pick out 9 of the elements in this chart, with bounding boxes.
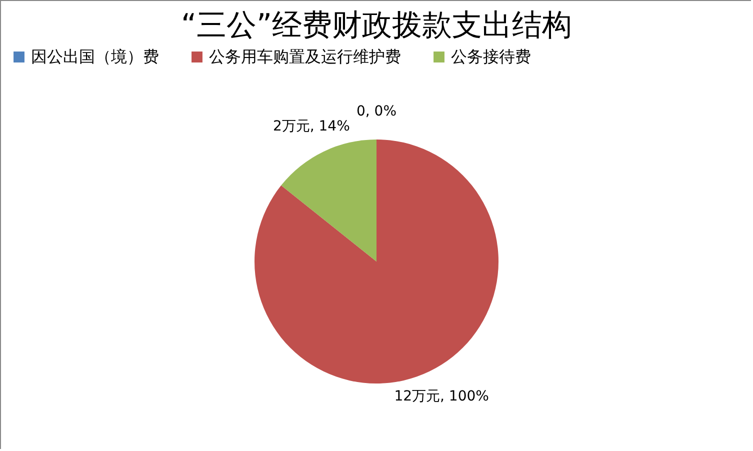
text: 0, 0% [356, 104, 397, 120]
pie-slice [281, 140, 376, 262]
data-label: 12万元, 100% [394, 388, 489, 405]
legend-label: 公务用车购置及运行维护费 [209, 47, 401, 66]
chart-title: “三公”经费财政拨款支出结构 [180, 8, 572, 43]
legend-label: 因公出国（境）费 [31, 47, 159, 66]
pie-slice [254, 140, 498, 384]
legend-label: 公务接待费 [451, 47, 531, 66]
data-label: 2万元, 14% [272, 118, 350, 134]
